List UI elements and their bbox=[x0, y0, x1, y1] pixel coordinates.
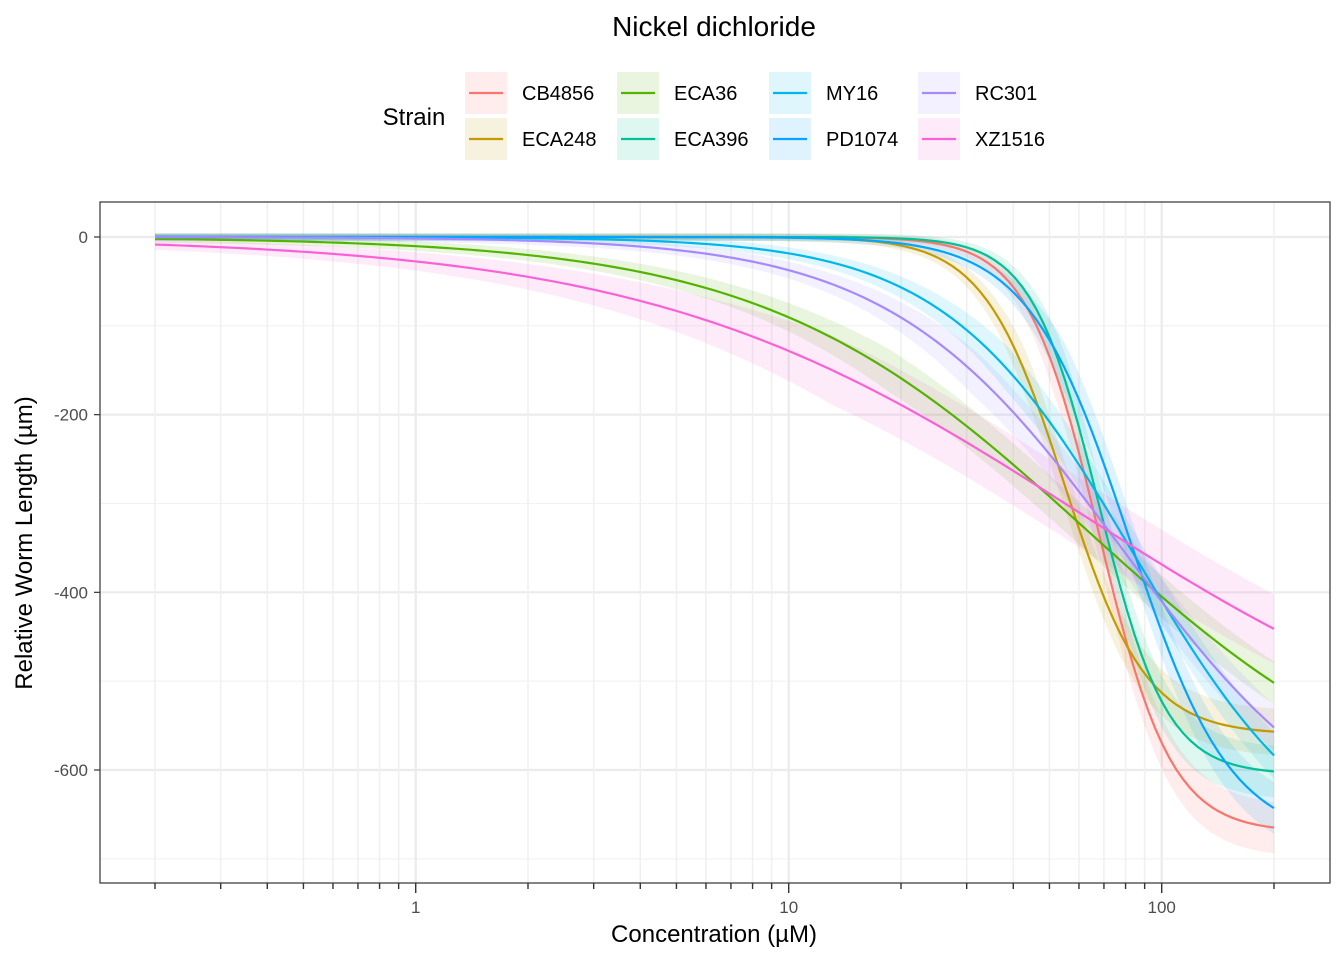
legend-label: ECA36 bbox=[674, 83, 737, 105]
legend-label: RC301 bbox=[975, 83, 1037, 105]
grid-lines bbox=[100, 202, 1330, 883]
series-lines bbox=[154, 235, 1275, 829]
legend-item-pd1074: PD1074 bbox=[769, 118, 898, 160]
legend-label: CB4856 bbox=[522, 83, 594, 105]
legend-item-xz1516: XZ1516 bbox=[918, 118, 1045, 160]
y-tick-label: -400 bbox=[54, 583, 88, 602]
x-axis-label: Concentration (µM) bbox=[611, 921, 817, 948]
y-tick-label: 0 bbox=[79, 228, 88, 247]
legend-label: XZ1516 bbox=[975, 129, 1045, 151]
legend: Strain CB4856 ECA248 ECA36 ECA396 MY16 PD1074… bbox=[383, 72, 1045, 160]
chart-title: Nickel dichloride bbox=[612, 11, 816, 42]
legend-label: ECA248 bbox=[522, 129, 597, 151]
plot-frame bbox=[99, 201, 1331, 884]
legend-item-eca396: ECA396 bbox=[617, 118, 749, 160]
line-rc301 bbox=[154, 236, 1275, 729]
legend-item-rc301: RC301 bbox=[918, 72, 1037, 114]
legend-label: ECA396 bbox=[674, 129, 749, 151]
legend-item-my16: MY16 bbox=[769, 72, 878, 114]
y-tick-label: -600 bbox=[54, 761, 88, 780]
axes: 0 -200 -400 -600 1 10 100 bbox=[54, 228, 1275, 917]
panel-border bbox=[99, 201, 1331, 884]
x-tick-label: 100 bbox=[1148, 898, 1176, 917]
line-eca36 bbox=[154, 237, 1275, 684]
line-xz1516 bbox=[154, 243, 1275, 630]
legend-label: PD1074 bbox=[826, 129, 898, 151]
ribbon-my16 bbox=[155, 233, 1274, 779]
legend-item-cb4856: CB4856 bbox=[465, 72, 594, 114]
y-tick-label: -200 bbox=[54, 406, 88, 425]
x-tick-label: 10 bbox=[779, 898, 798, 917]
x-tick-label: 1 bbox=[411, 898, 420, 917]
y-axis-label: Relative Worm Length (µm) bbox=[11, 396, 38, 689]
legend-label: MY16 bbox=[826, 83, 878, 105]
legend-item-eca36: ECA36 bbox=[617, 72, 737, 114]
legend-item-eca248: ECA248 bbox=[465, 118, 597, 160]
legend-title: Strain bbox=[383, 104, 446, 131]
